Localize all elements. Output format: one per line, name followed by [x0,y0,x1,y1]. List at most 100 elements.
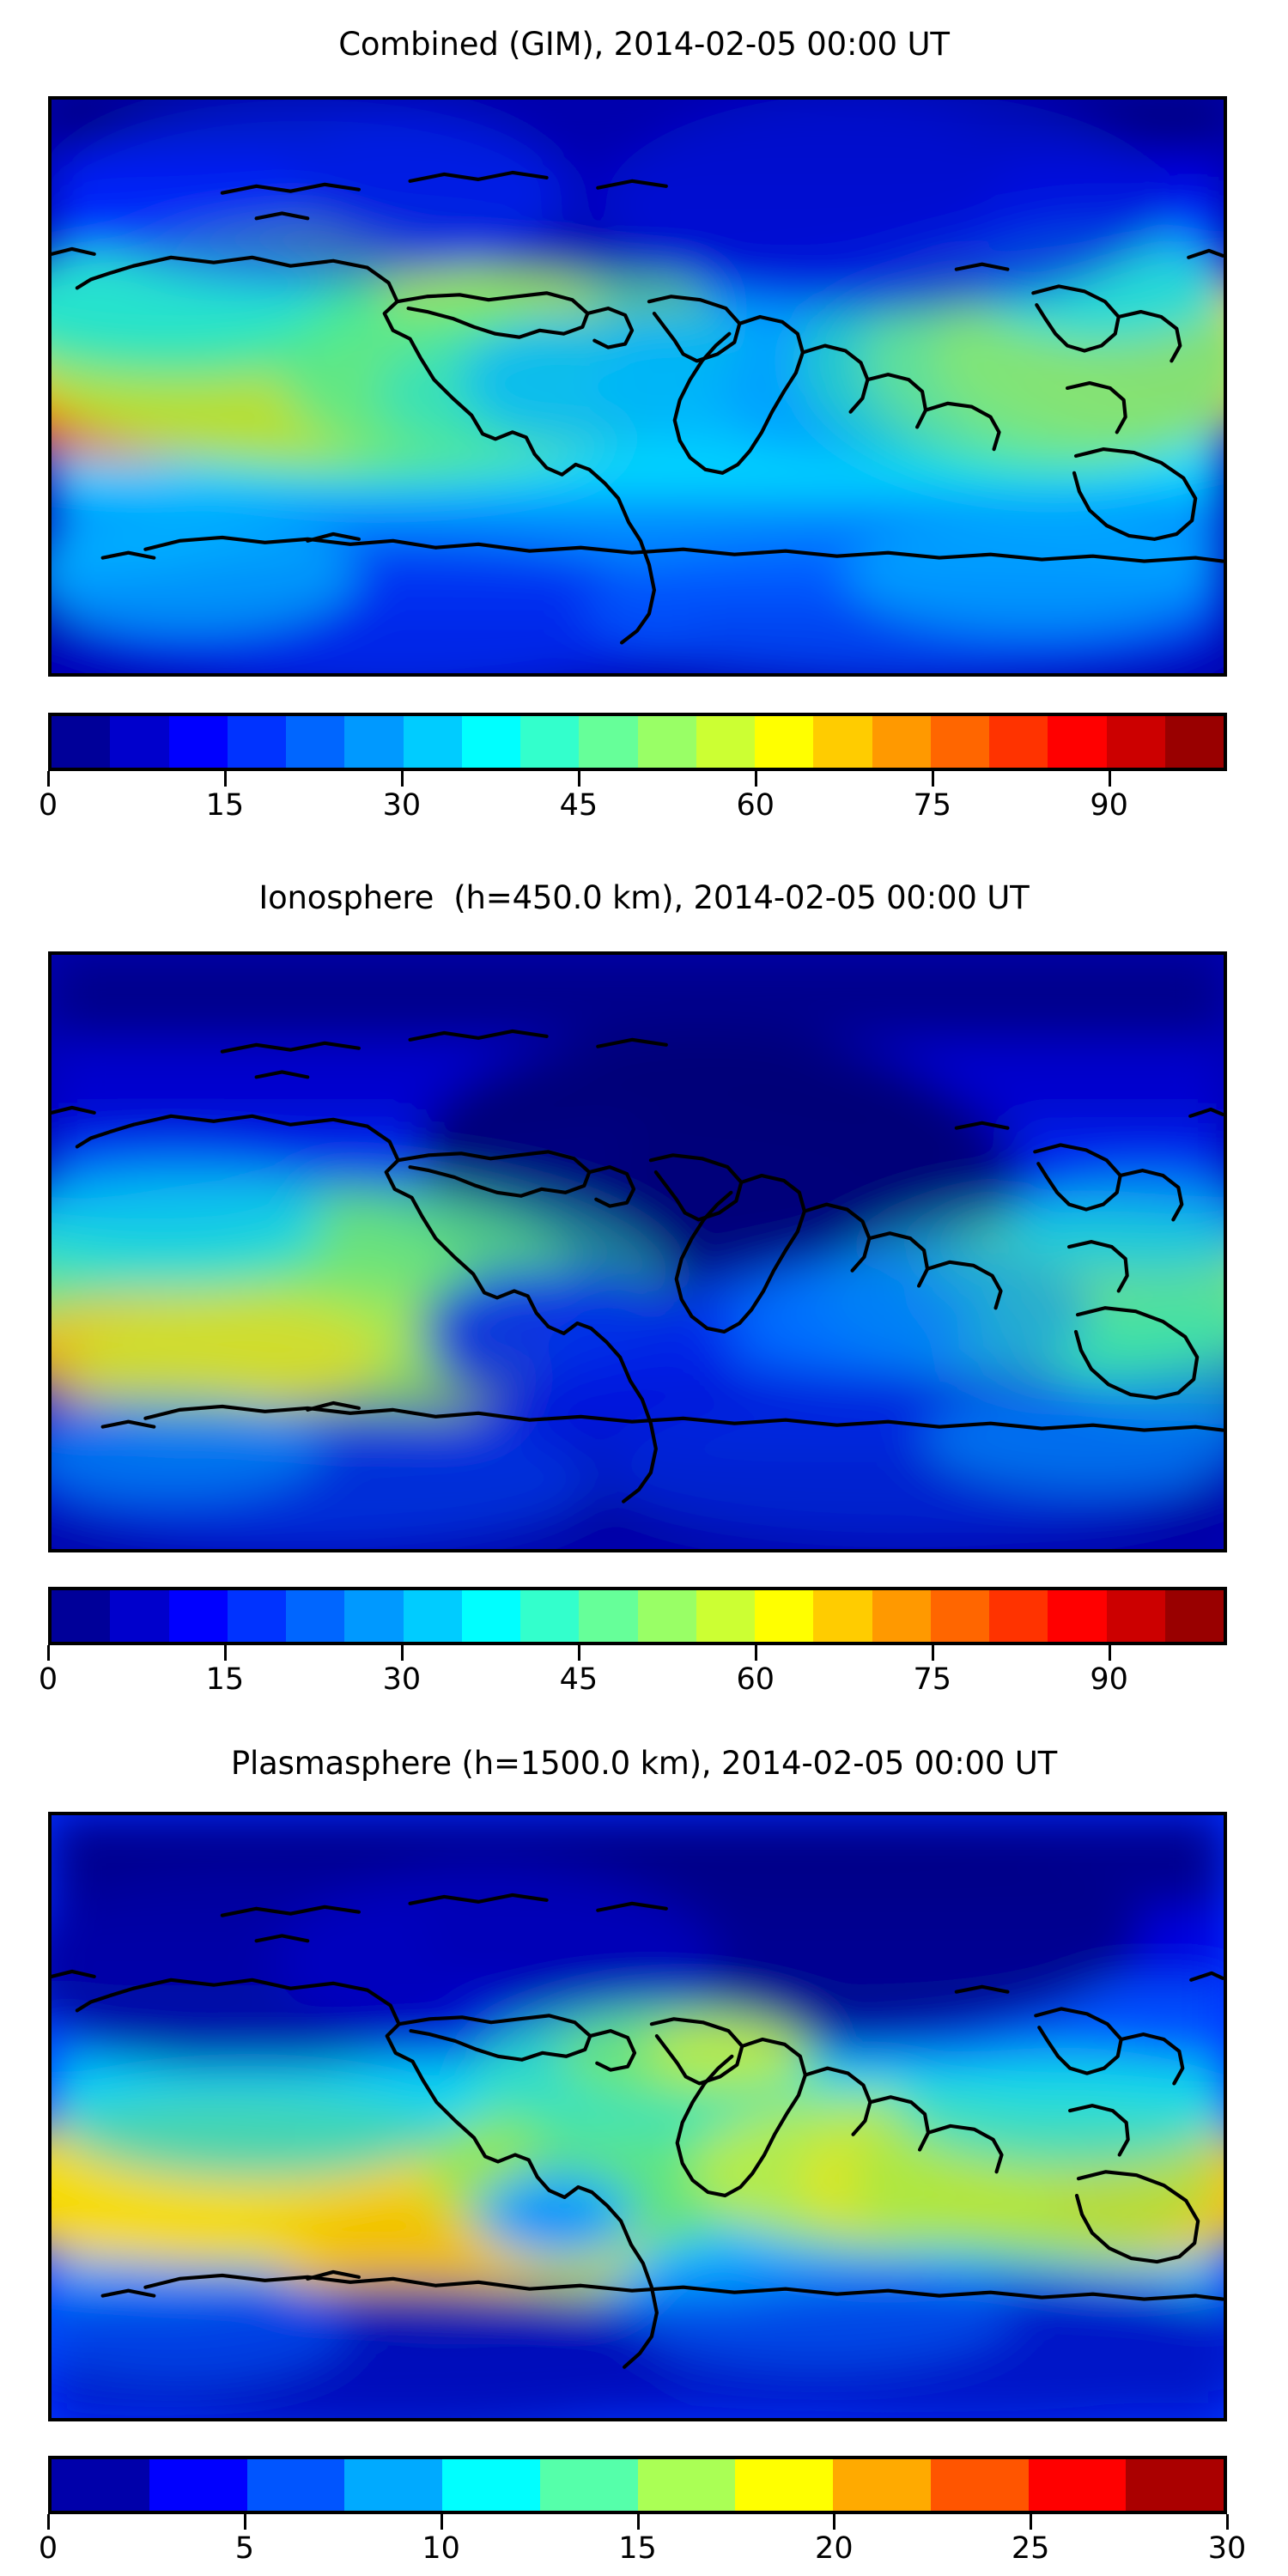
colorbar-band [52,716,111,768]
colorbar-tick [1226,2514,1229,2530]
colorbar-band [1164,716,1224,768]
colorbar-tick-label: 75 [913,788,952,823]
colorbar-tick [47,771,50,787]
colorbar-labels-1: 0 15 30 45 60 75 90 [39,787,1227,828]
colorbar-tick [47,1645,50,1661]
colorbar-band [637,716,696,768]
colorbar-tick [223,771,227,787]
colorbar-tick [636,2514,640,2530]
colorbar-tick-label: 30 [382,1662,422,1697]
colorbar-band [1048,716,1107,768]
colorbar-band [442,2459,540,2511]
colorbar-band [168,1590,228,1642]
colorbar-band [110,716,169,768]
colorbar-tick-label: 0 [38,1662,58,1697]
map-plasmasphere [48,1812,1227,2421]
colorbar-band [168,716,228,768]
colorbar-band [579,716,638,768]
colorbar-tick [754,771,757,787]
colorbar-tick [577,771,580,787]
colorbar-tick [1030,2514,1033,2530]
colorbar-band [344,2459,442,2511]
colorbar-tick [223,1645,227,1661]
colorbar-tick-label: 90 [1090,788,1128,823]
colorbar-tick-label: 75 [913,1662,952,1697]
colorbar-band [696,1590,755,1642]
colorbar-labels-3: 0 5 10 15 20 25 30 [39,2530,1246,2571]
colorbar-band [637,2459,736,2511]
colorbar-tick [931,1645,934,1661]
colorbar-strip-1 [48,713,1227,771]
colorbar-band [149,2459,247,2511]
colorbar-combined-gim: 0 15 30 45 60 75 90 [39,713,1227,828]
panel-title-ionosphere: Ionosphere (h=450.0 km), 2014-02-05 00:0… [258,879,1030,916]
colorbar-band [344,716,404,768]
colorbar-strip-2 [48,1587,1227,1645]
colorbar-tick-label: 20 [815,2531,854,2566]
colorbar-ticks-3 [47,2514,1229,2530]
colorbar-band [579,1590,638,1642]
coastlines-panel1 [52,170,1224,645]
colorbar-band [930,716,989,768]
colorbar-tick-label: 5 [234,2531,254,2566]
colorbar-band [461,716,520,768]
panel-title-combined: Combined (GIM), 2014-02-05 00:00 UT [338,26,950,63]
colorbar-band [461,1590,520,1642]
colorbar-ticks-1 [47,771,1227,787]
colorbar-tick [243,2514,246,2530]
coastlines-panel2 [52,1029,1224,1504]
colorbar-tick [400,1645,404,1661]
colorbar-tick-label: 45 [559,788,598,823]
colorbar-ionosphere: 0 15 30 45 60 75 90 [39,1587,1227,1702]
colorbar-plasmasphere: 0 5 10 15 20 25 30 [39,2456,1246,2571]
colorbar-band [755,1590,814,1642]
colorbar-band [520,716,580,768]
colorbar-tick [1108,1645,1111,1661]
colorbar-band [833,2459,931,2511]
colorbar-tick-label: 60 [736,788,775,823]
colorbar-tick-label: 0 [38,2531,58,2566]
colorbar-tick [440,2514,443,2530]
colorbar-tick [754,1645,757,1661]
colorbar-band [403,1590,462,1642]
panel-title-plasmasphere: Plasmasphere (h=1500.0 km), 2014-02-05 0… [230,1745,1058,1782]
colorbar-labels-2: 0 15 30 45 60 75 90 [39,1661,1227,1702]
colorbar-tick-label: 45 [559,1662,598,1697]
colorbar-band [813,1590,872,1642]
colorbar-band [52,2459,149,2511]
colorbar-band [1028,2459,1127,2511]
colorbar-band [286,1590,345,1642]
coastlines-panel3 [52,1893,1224,2369]
colorbar-tick [400,771,404,787]
colorbar-band [872,1590,931,1642]
colorbar-tick [833,2514,836,2530]
colorbar-band [1164,1590,1224,1642]
colorbar-strip-3 [48,2456,1227,2514]
colorbar-band [930,1590,989,1642]
colorbar-tick-label: 60 [736,1662,775,1697]
colorbar-band [989,716,1048,768]
colorbar-band [1106,716,1165,768]
colorbar-band [1048,1590,1107,1642]
colorbar-band [227,716,286,768]
colorbar-tick-label: 15 [618,2531,657,2566]
colorbar-band [1106,1590,1165,1642]
colorbar-band [637,1590,696,1642]
colorbar-tick [1108,771,1111,787]
colorbar-tick [577,1645,580,1661]
colorbar-band [539,2459,638,2511]
colorbar-tick-label: 90 [1090,1662,1128,1697]
map-ionosphere [48,951,1227,1552]
colorbar-tick-label: 30 [382,788,422,823]
map-combined-gim [48,96,1227,677]
colorbar-band [872,716,931,768]
colorbar-tick-label: 25 [1011,2531,1050,2566]
colorbar-tick-label: 15 [205,1662,245,1697]
colorbar-band [989,1590,1048,1642]
colorbar-band [227,1590,286,1642]
colorbar-tick-label: 15 [205,788,245,823]
colorbar-band [755,716,814,768]
colorbar-band [813,716,872,768]
colorbar-band [286,716,345,768]
